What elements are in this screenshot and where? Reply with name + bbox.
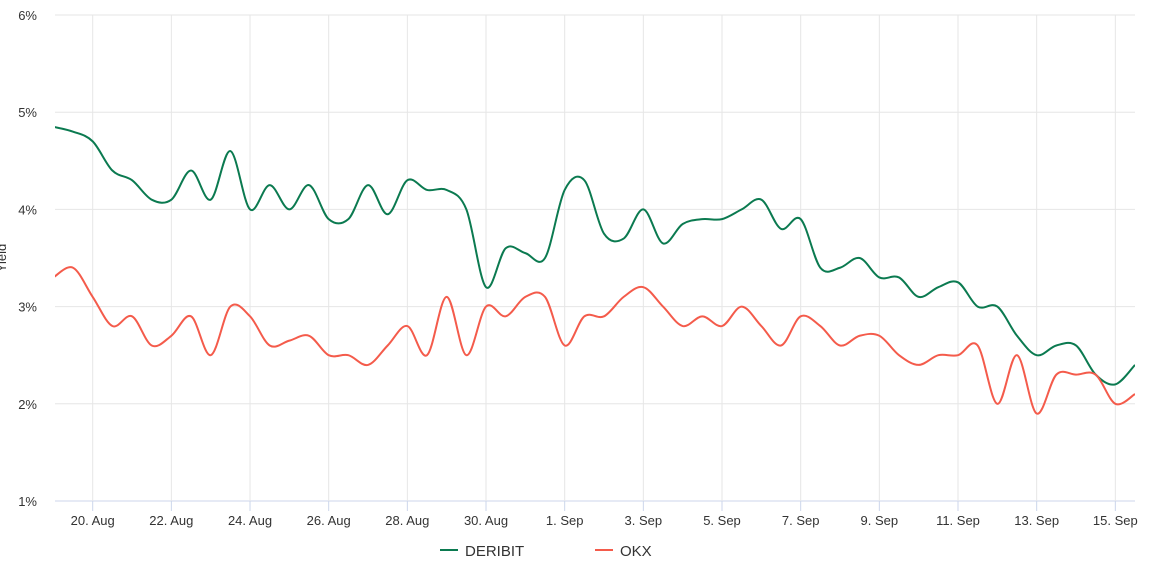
x-tick-label: 3. Sep: [625, 513, 663, 528]
y-tick-label: 6%: [18, 8, 37, 23]
legend-item-okx[interactable]: OKX: [595, 543, 652, 560]
x-tick-label: 22. Aug: [149, 513, 193, 528]
y-tick-label: 4%: [18, 202, 37, 217]
x-tick-label: 28. Aug: [385, 513, 429, 528]
x-tick-label: 11. Sep: [936, 513, 980, 528]
x-tick-label: 13. Sep: [1014, 513, 1059, 528]
x-tick-label: 24. Aug: [228, 513, 272, 528]
x-tick-label: 9. Sep: [861, 513, 899, 528]
y-axis-title: Yield: [0, 244, 9, 272]
x-tick-label: 26. Aug: [307, 513, 351, 528]
legend-item-deribit[interactable]: DERIBIT: [440, 543, 524, 560]
legend: DERIBIT OKX: [440, 543, 652, 560]
series-lines: [55, 126, 1135, 415]
x-tick-label: 30. Aug: [464, 513, 508, 528]
x-tick-label: 15. Sep: [1093, 513, 1138, 528]
y-tick-label: 1%: [18, 494, 37, 509]
y-axis: 1% 2% 3% 4% 5% 6%: [18, 8, 37, 509]
x-tick-label: 7. Sep: [782, 513, 820, 528]
x-tick-label: 20. Aug: [71, 513, 115, 528]
grid: [55, 14, 1135, 502]
legend-label: DERIBIT: [465, 543, 524, 560]
x-tick-label: 5. Sep: [703, 513, 741, 528]
y-tick-label: 5%: [18, 105, 37, 120]
x-axis: 20. Aug 22. Aug 24. Aug 26. Aug 28. Aug 30. A…: [71, 501, 1138, 528]
y-tick-label: 3%: [18, 300, 37, 315]
legend-label: OKX: [620, 543, 652, 560]
series-line-okx: [55, 266, 1135, 415]
y-tick-label: 2%: [18, 397, 37, 412]
series-line-deribit: [55, 126, 1135, 386]
x-tick-label: 1. Sep: [546, 513, 584, 528]
